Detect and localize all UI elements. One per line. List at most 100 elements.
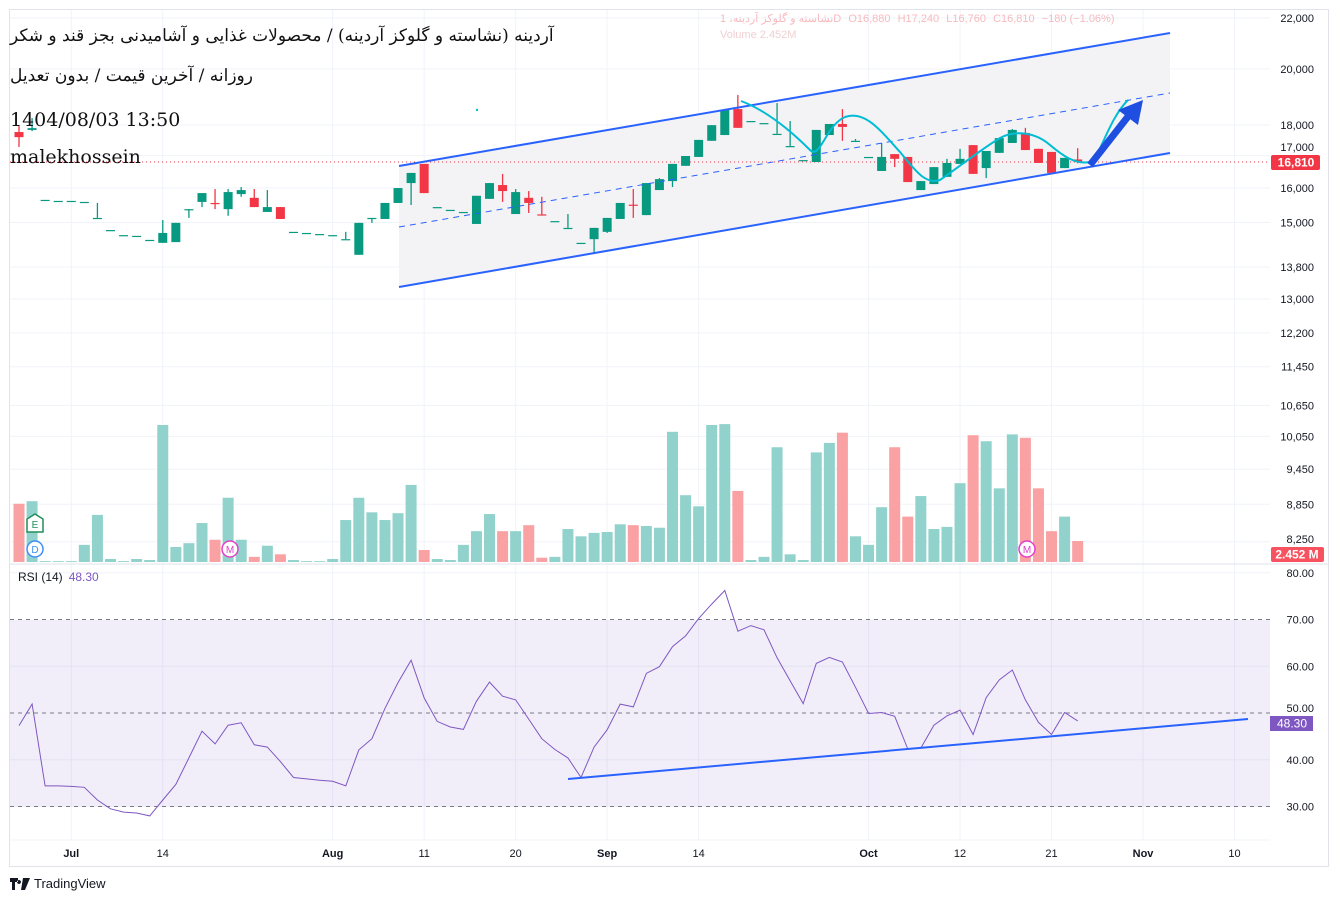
chart-subtitle: روزانه / آخرین قیمت / بدون تعدیل bbox=[10, 66, 253, 86]
candle-body bbox=[929, 167, 939, 185]
volume-bar bbox=[523, 525, 535, 562]
volume-legend: Volume 2.452M bbox=[720, 29, 796, 42]
price-axis-label: 10,650 bbox=[1280, 400, 1314, 412]
legend-change: −180 (−1.06%) bbox=[1041, 13, 1115, 25]
volume-bar bbox=[261, 545, 273, 562]
volume-bar bbox=[65, 561, 77, 562]
candle-body bbox=[694, 139, 704, 157]
candle-body bbox=[210, 202, 220, 205]
candle-body bbox=[589, 227, 599, 240]
volume-bar bbox=[784, 554, 796, 562]
volume-bar bbox=[1006, 434, 1018, 562]
candle-body bbox=[236, 190, 246, 195]
candle-body bbox=[981, 150, 991, 169]
time-axis-label: 20 bbox=[510, 848, 522, 860]
volume-bar bbox=[928, 529, 940, 562]
candle-body bbox=[628, 204, 638, 206]
channel-mid-line[interactable] bbox=[398, 92, 1171, 228]
price-axis-label: 8,250 bbox=[1286, 534, 1314, 546]
volume-bar bbox=[405, 484, 417, 562]
volume-bar bbox=[915, 496, 927, 562]
volume-bar bbox=[340, 520, 352, 562]
candle-body bbox=[53, 200, 63, 203]
candle-body bbox=[746, 121, 756, 123]
candle-body bbox=[733, 109, 743, 128]
volume-bar bbox=[431, 559, 443, 562]
candle-body bbox=[315, 234, 325, 236]
candle-body bbox=[785, 146, 795, 148]
volume-legend-value: 2.452M bbox=[759, 29, 797, 41]
tradingview-footer[interactable]: TradingView bbox=[10, 876, 106, 891]
volume-bar bbox=[366, 512, 378, 562]
price-axis-label: 13,800 bbox=[1280, 262, 1314, 274]
marker-dividend[interactable]: D bbox=[26, 540, 44, 558]
marker-earnings[interactable]: E bbox=[26, 513, 44, 533]
rsi-axis-label: 30.00 bbox=[1286, 802, 1314, 814]
volume-tag: 2.452 M bbox=[1271, 547, 1324, 562]
candle-body bbox=[406, 172, 416, 184]
time-axis-label: Jul bbox=[63, 848, 79, 860]
candle-body bbox=[890, 154, 900, 159]
chart-title: آردینه (نشاسته و گلوکز آردینه) / محصولات… bbox=[10, 26, 554, 46]
volume-bar bbox=[627, 525, 639, 562]
price-axis-label: 15,000 bbox=[1280, 218, 1314, 230]
candle-body bbox=[302, 232, 312, 235]
candle-body bbox=[1007, 129, 1017, 143]
legend-high: H17,240 bbox=[897, 13, 940, 25]
candle-body bbox=[119, 235, 129, 237]
volume-bar bbox=[614, 524, 626, 562]
channel-lower-line[interactable] bbox=[398, 152, 1171, 288]
marker-meeting[interactable]: M bbox=[221, 540, 239, 558]
candle-body bbox=[681, 155, 691, 166]
time-axis-label: Oct bbox=[859, 848, 878, 860]
candle-body bbox=[458, 211, 468, 214]
projection-curve[interactable] bbox=[740, 99, 1129, 182]
candle-body bbox=[968, 145, 978, 174]
volume-bar bbox=[575, 536, 587, 562]
volume-bar bbox=[810, 452, 822, 562]
volume-bar bbox=[601, 532, 613, 562]
volume-bar bbox=[209, 539, 221, 562]
earnings-icon bbox=[26, 513, 44, 533]
candle-body bbox=[132, 235, 142, 238]
candle-body bbox=[563, 227, 573, 230]
rsi-band bbox=[10, 620, 1270, 807]
ohlc-legend: نشاسته و گلوکز آردینه، 1D O16,880 H17,24… bbox=[720, 13, 1119, 26]
candle-body bbox=[1047, 151, 1057, 173]
time-axis-label: 14 bbox=[157, 848, 169, 860]
arrow-up-drawing[interactable] bbox=[1087, 100, 1143, 168]
candle-body bbox=[223, 192, 233, 210]
candle-body bbox=[1060, 157, 1070, 169]
volume-bar bbox=[732, 490, 744, 562]
axes: 22,000 20,000 18,000 17,000 16,000 15,000 13,8… bbox=[63, 13, 1314, 860]
channel-upper-line[interactable] bbox=[398, 32, 1171, 167]
rsi-trendline[interactable] bbox=[567, 718, 1249, 780]
volume-bar bbox=[993, 488, 1005, 562]
volume-bar bbox=[849, 536, 861, 562]
tradingview-brand: TradingView bbox=[34, 876, 106, 891]
candle-body bbox=[367, 217, 377, 220]
candle-body bbox=[14, 132, 24, 138]
volume-bar bbox=[1046, 531, 1058, 562]
candle-body bbox=[328, 235, 338, 237]
candle-body bbox=[79, 201, 89, 204]
marker-meeting[interactable]: M bbox=[1018, 540, 1036, 558]
volume-bar bbox=[823, 442, 835, 562]
price-axis-label: 16,000 bbox=[1280, 183, 1314, 195]
volume-bar bbox=[680, 495, 692, 562]
candle-body bbox=[171, 222, 181, 243]
rsi-axis-label: 40.00 bbox=[1286, 755, 1314, 767]
candle-body bbox=[641, 183, 651, 216]
volume-bar bbox=[510, 531, 522, 562]
volume-bar bbox=[980, 441, 992, 562]
candle-body bbox=[654, 179, 664, 191]
rsi-legend[interactable]: RSI (14) 48.30 bbox=[18, 570, 99, 584]
dividend-icon bbox=[26, 540, 44, 558]
legend-open: O16,880 bbox=[848, 13, 891, 25]
candle-body bbox=[262, 207, 272, 212]
volume-bar bbox=[13, 503, 25, 562]
marker-letter: M bbox=[1023, 545, 1031, 556]
volume-bar bbox=[248, 556, 260, 562]
time-axis-label: 14 bbox=[693, 848, 705, 860]
